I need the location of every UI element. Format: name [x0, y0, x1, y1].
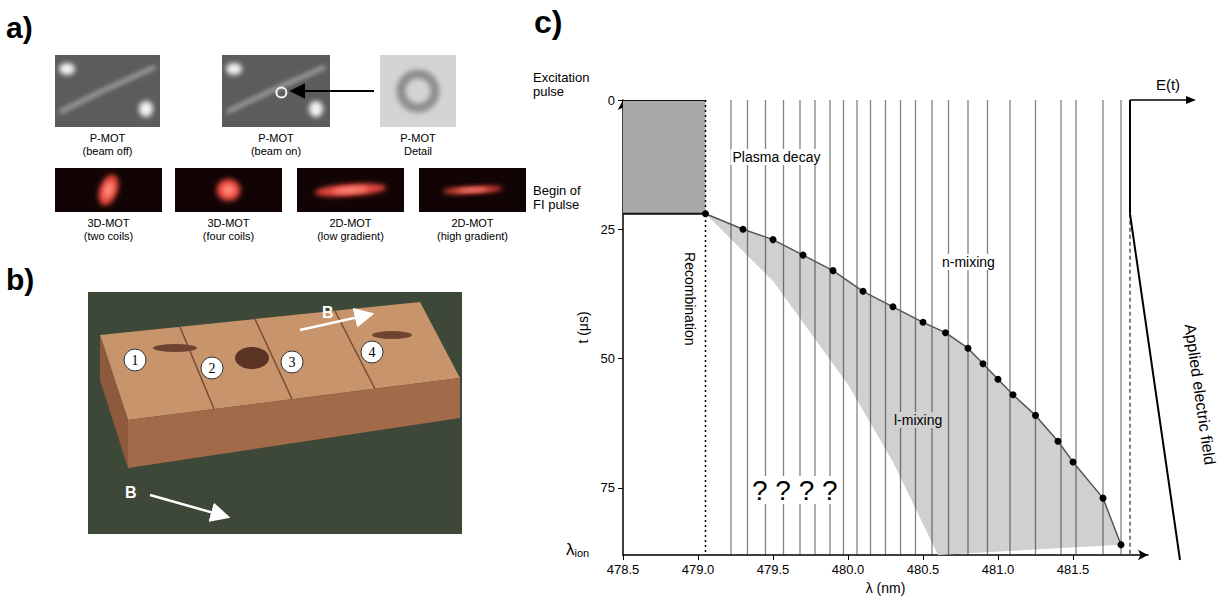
svg-text:Excitation: Excitation: [533, 70, 589, 85]
svg-text:n-mixing: n-mixing: [942, 254, 995, 270]
svg-text:(four coils): (four coils): [203, 230, 254, 242]
svg-text:(beam on): (beam on): [251, 145, 301, 157]
svg-text:478.5: 478.5: [607, 562, 640, 577]
svg-text:3D-MOT: 3D-MOT: [87, 217, 129, 229]
svg-text:E(t): E(t): [1156, 76, 1180, 93]
svg-text:FI pulse: FI pulse: [533, 197, 579, 212]
svg-text:t (μs): t (μs): [575, 311, 591, 343]
svg-text:P-MOT: P-MOT: [90, 132, 126, 144]
svg-text:3: 3: [289, 355, 296, 370]
svg-text:B: B: [125, 484, 137, 501]
svg-text:a): a): [6, 11, 33, 44]
svg-text:P-MOT: P-MOT: [258, 132, 294, 144]
svg-text:479.5: 479.5: [757, 562, 790, 577]
svg-text:25: 25: [601, 222, 615, 237]
svg-text:0: 0: [608, 93, 615, 108]
svg-text:ion: ion: [575, 547, 590, 559]
svg-text:b): b): [6, 263, 34, 296]
svg-text:l-mixing: l-mixing: [894, 412, 942, 428]
svg-text:(two coils): (two coils): [84, 230, 134, 242]
svg-text:50: 50: [601, 351, 615, 366]
svg-text:1: 1: [132, 353, 139, 368]
svg-text:479.0: 479.0: [682, 562, 715, 577]
svg-text:Plasma decay: Plasma decay: [733, 149, 821, 165]
svg-text:480.5: 480.5: [907, 562, 940, 577]
svg-text:Begin of: Begin of: [533, 183, 581, 198]
svg-text:pulse: pulse: [533, 84, 564, 99]
svg-text:λ: λ: [566, 539, 575, 559]
svg-text:481.0: 481.0: [982, 562, 1015, 577]
svg-text:2D-MOT: 2D-MOT: [451, 217, 493, 229]
svg-text:λ (nm): λ (nm): [866, 580, 906, 596]
svg-text:c): c): [534, 4, 562, 40]
svg-text:? ? ? ?: ? ? ? ?: [752, 475, 838, 506]
svg-text:B: B: [322, 304, 334, 321]
svg-text:Recombination: Recombination: [682, 252, 698, 345]
svg-text:75: 75: [601, 480, 615, 495]
svg-text:481.5: 481.5: [1057, 562, 1090, 577]
svg-text:(high gradient): (high gradient): [437, 230, 508, 242]
svg-text:Applied electric field: Applied electric field: [1181, 323, 1218, 466]
svg-text:(low gradient): (low gradient): [317, 230, 384, 242]
svg-text:Detail: Detail: [404, 145, 432, 157]
svg-text:480.0: 480.0: [832, 562, 865, 577]
svg-text:2D-MOT: 2D-MOT: [329, 217, 371, 229]
svg-text:P-MOT: P-MOT: [400, 132, 436, 144]
svg-text:3D-MOT: 3D-MOT: [207, 217, 249, 229]
svg-text:4: 4: [369, 345, 376, 360]
svg-text:2: 2: [209, 361, 216, 376]
svg-text:(beam off): (beam off): [83, 145, 133, 157]
